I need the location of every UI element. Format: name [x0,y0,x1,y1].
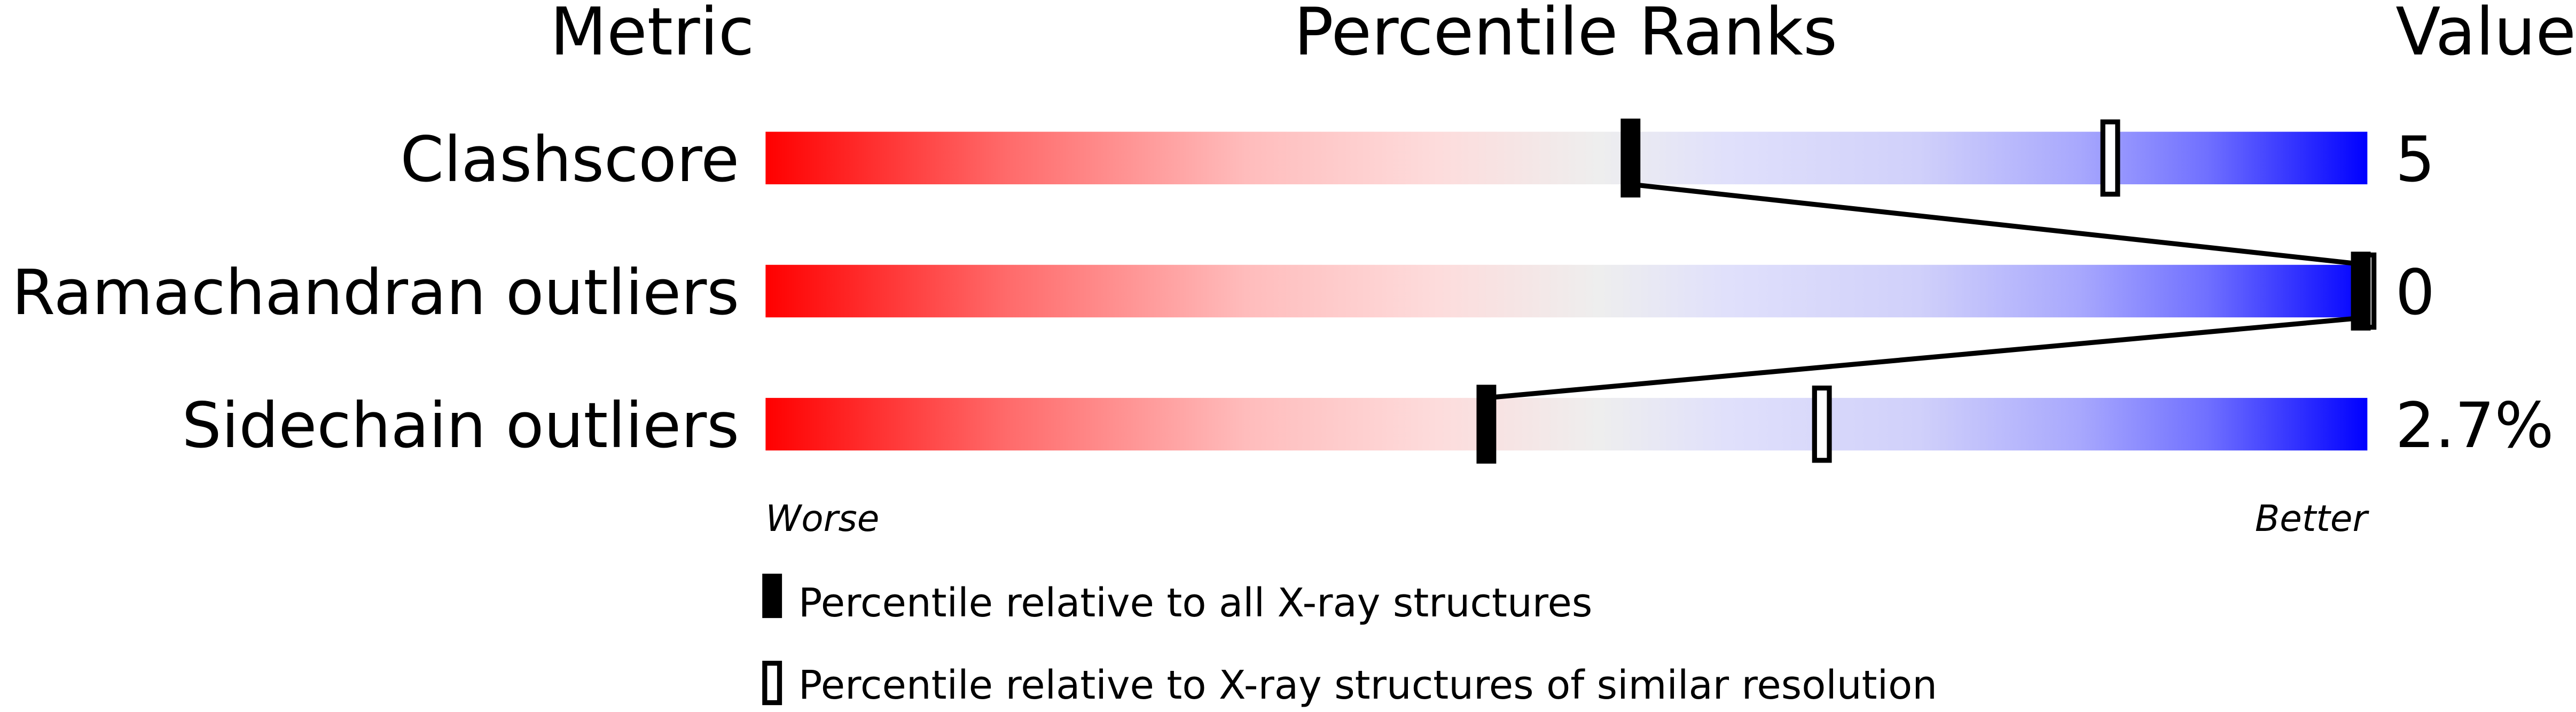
legend-open-label: Percentile relative to X-ray structures … [798,662,1937,708]
metric-value: 2.7% [2395,389,2554,462]
percentile-bar [765,131,2368,185]
metric-value: 5 [2395,123,2435,196]
metric-label: Ramachandran outliers [12,256,739,329]
metric-value: 0 [2395,256,2435,329]
legend-open-marker [762,661,782,706]
metric-row: Ramachandran outliers 0 [12,252,2435,331]
percentile-bar [765,264,2368,318]
header-value: Value [2395,0,2576,71]
marker-similar-resolution [1812,385,1832,463]
metric-label: Sidechain outliers [182,389,740,462]
metric-row: Sidechain outliers 2.7% [182,385,2554,464]
header-percentile-ranks: Percentile Ranks [1294,0,1837,71]
metric-row: Clashscore 5 [400,119,2435,198]
legend-filled-marker [762,574,782,619]
header-metric: Metric [550,0,754,71]
axis-label-better: Better [2255,497,2370,539]
percentile-connector [1486,315,2368,401]
legend-filled-label: Percentile relative to all X-ray structu… [798,580,1592,626]
percentile-bar [765,397,2368,451]
metric-label: Clashscore [400,123,739,196]
marker-similar-resolution [2100,119,2120,197]
axis-label-worse: Worse [765,497,879,539]
percentile-connector [1630,182,2368,268]
